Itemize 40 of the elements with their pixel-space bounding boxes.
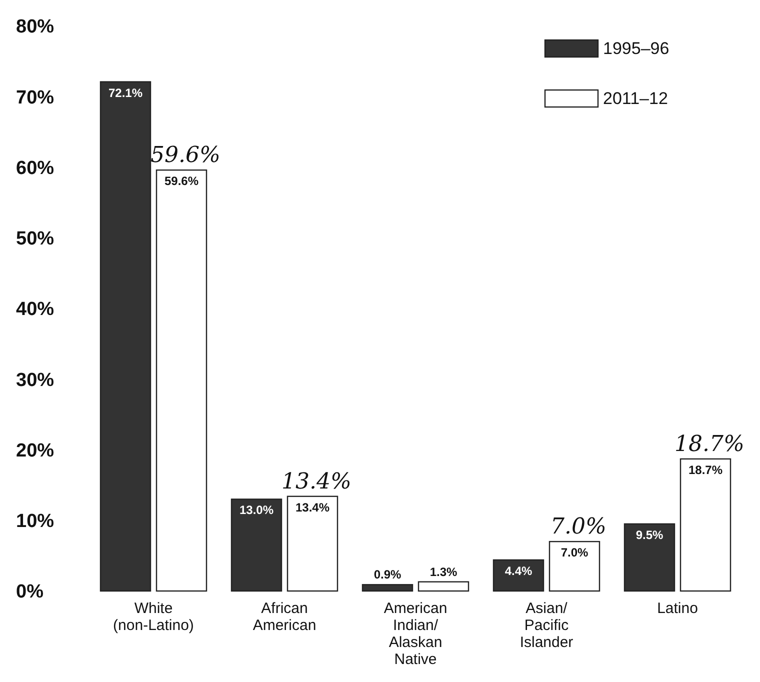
text: 59.6% bbox=[164, 174, 199, 188]
y-tick-label: 20% bbox=[16, 440, 54, 462]
text: 13.4% bbox=[295, 500, 330, 514]
x-tick-label: American Indian/ Alaskan Native bbox=[384, 600, 448, 668]
x-tick-label: Latino bbox=[657, 600, 698, 617]
bar bbox=[624, 523, 676, 592]
bar bbox=[156, 169, 208, 592]
text: 7.0% bbox=[560, 546, 588, 560]
y-tick-label: 80% bbox=[16, 16, 54, 38]
bar bbox=[418, 581, 470, 592]
text: 18.7% bbox=[688, 462, 723, 477]
annotation: 13.4% bbox=[282, 469, 352, 494]
legend-label: 1995–96 bbox=[603, 39, 670, 58]
y-tick-label: 0% bbox=[16, 582, 44, 603]
annotation: 7.0% bbox=[550, 514, 606, 540]
annotation: 18.7% bbox=[674, 432, 744, 457]
text: 0.9% bbox=[374, 568, 402, 582]
legend-label: 2011–12 bbox=[603, 89, 668, 108]
y-tick-label: 60% bbox=[16, 158, 54, 179]
y-tick-label: 50% bbox=[16, 228, 54, 250]
bar bbox=[492, 559, 544, 592]
bar bbox=[286, 496, 338, 592]
y-tick-label: 70% bbox=[16, 87, 54, 108]
bar bbox=[680, 458, 732, 592]
bar bbox=[362, 584, 414, 592]
x-tick-label: African American bbox=[252, 600, 316, 634]
text: 4.4% bbox=[504, 564, 532, 578]
text: 13.0% bbox=[239, 503, 274, 518]
bar bbox=[548, 540, 600, 592]
bar bbox=[100, 81, 152, 592]
y-tick-label: 10% bbox=[16, 511, 54, 532]
x-tick-label: White (non-Latino) bbox=[113, 600, 194, 634]
annotation: 59.6% bbox=[150, 143, 220, 168]
bar bbox=[230, 498, 282, 592]
y-tick-label: 40% bbox=[16, 299, 54, 320]
y-tick-label: 30% bbox=[16, 370, 54, 391]
text: 1.3% bbox=[430, 564, 458, 579]
text: 72.1% bbox=[108, 86, 143, 100]
x-tick-label: Asian/ Pacific Islander bbox=[520, 600, 574, 651]
text: 9.5% bbox=[636, 528, 664, 542]
